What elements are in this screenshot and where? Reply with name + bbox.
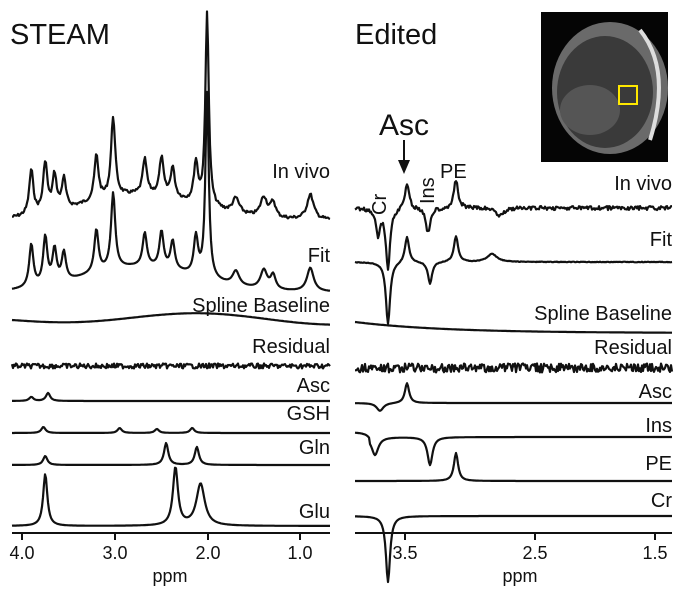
spectrum-trace <box>354 382 673 412</box>
spectrum-trace <box>354 362 674 374</box>
tick-label: 2.0 <box>195 543 220 563</box>
tick-label: 4.0 <box>9 543 34 563</box>
spectrum-trace <box>354 431 673 467</box>
axis-label: ppm <box>502 566 537 586</box>
trace-label: Fit <box>650 229 673 251</box>
trace-label: Residual <box>594 337 672 359</box>
trace-label: Asc <box>297 375 330 397</box>
annotation: PE <box>440 161 467 183</box>
tick-label: 2.5 <box>522 543 547 563</box>
trace-label: Residual <box>252 336 330 358</box>
spectrum-trace <box>11 426 331 435</box>
trace-label: Cr <box>651 490 672 512</box>
spectrum-trace <box>354 514 673 584</box>
spectrum-trace <box>11 391 331 403</box>
spectrum-trace <box>11 441 331 467</box>
panel-title: Edited <box>355 19 437 51</box>
trace-label: Gln <box>299 437 330 459</box>
trace-label: GSH <box>287 403 330 425</box>
spectrum-trace <box>11 312 331 326</box>
spectrum-trace <box>354 180 673 271</box>
annotation: Asc <box>379 109 429 142</box>
spectrum-trace <box>354 235 673 325</box>
trace-label: Ins <box>645 415 672 437</box>
trace-label: Spline Baseline <box>192 295 330 317</box>
spectrum-trace <box>354 451 673 483</box>
mri-inset <box>541 12 668 162</box>
spectrum-trace <box>354 320 673 334</box>
annotation: Cr <box>369 194 391 215</box>
trace-label: Glu <box>299 501 330 523</box>
tick-label: 3.0 <box>102 543 127 563</box>
trace-label: Fit <box>308 245 331 267</box>
tick-label: 1.0 <box>287 543 312 563</box>
trace-label: In vivo <box>614 173 672 195</box>
spectrum-trace <box>11 466 331 527</box>
trace-label: Spline Baseline <box>534 303 672 325</box>
axis-label: ppm <box>152 566 187 586</box>
tick-label: 3.5 <box>392 543 417 563</box>
annotation: Ins <box>417 177 439 204</box>
annotations: Asc Cr Ins PE <box>369 109 467 215</box>
spectrum-trace <box>11 90 331 292</box>
trace-label: Asc <box>639 381 672 403</box>
tick-label: 1.5 <box>642 543 667 563</box>
panel-title: STEAM <box>10 19 110 51</box>
trace-label: PE <box>645 453 672 475</box>
trace-label: In vivo <box>272 161 330 183</box>
spectrum-trace <box>10 362 331 370</box>
spectrum-trace <box>11 10 331 220</box>
